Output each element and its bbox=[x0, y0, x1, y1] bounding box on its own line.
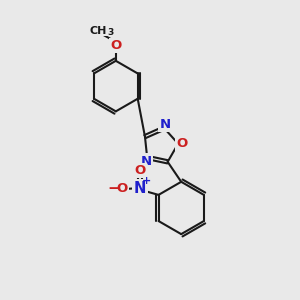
Text: O: O bbox=[110, 39, 122, 52]
Text: CH: CH bbox=[90, 26, 107, 35]
Text: −: − bbox=[108, 181, 120, 196]
Text: N: N bbox=[141, 154, 152, 167]
Text: 3: 3 bbox=[107, 28, 113, 38]
Text: N: N bbox=[134, 181, 146, 196]
Text: O: O bbox=[117, 182, 128, 195]
Text: O: O bbox=[177, 136, 188, 150]
Text: O: O bbox=[134, 164, 146, 177]
Text: N: N bbox=[159, 118, 171, 131]
Text: +: + bbox=[142, 176, 151, 186]
